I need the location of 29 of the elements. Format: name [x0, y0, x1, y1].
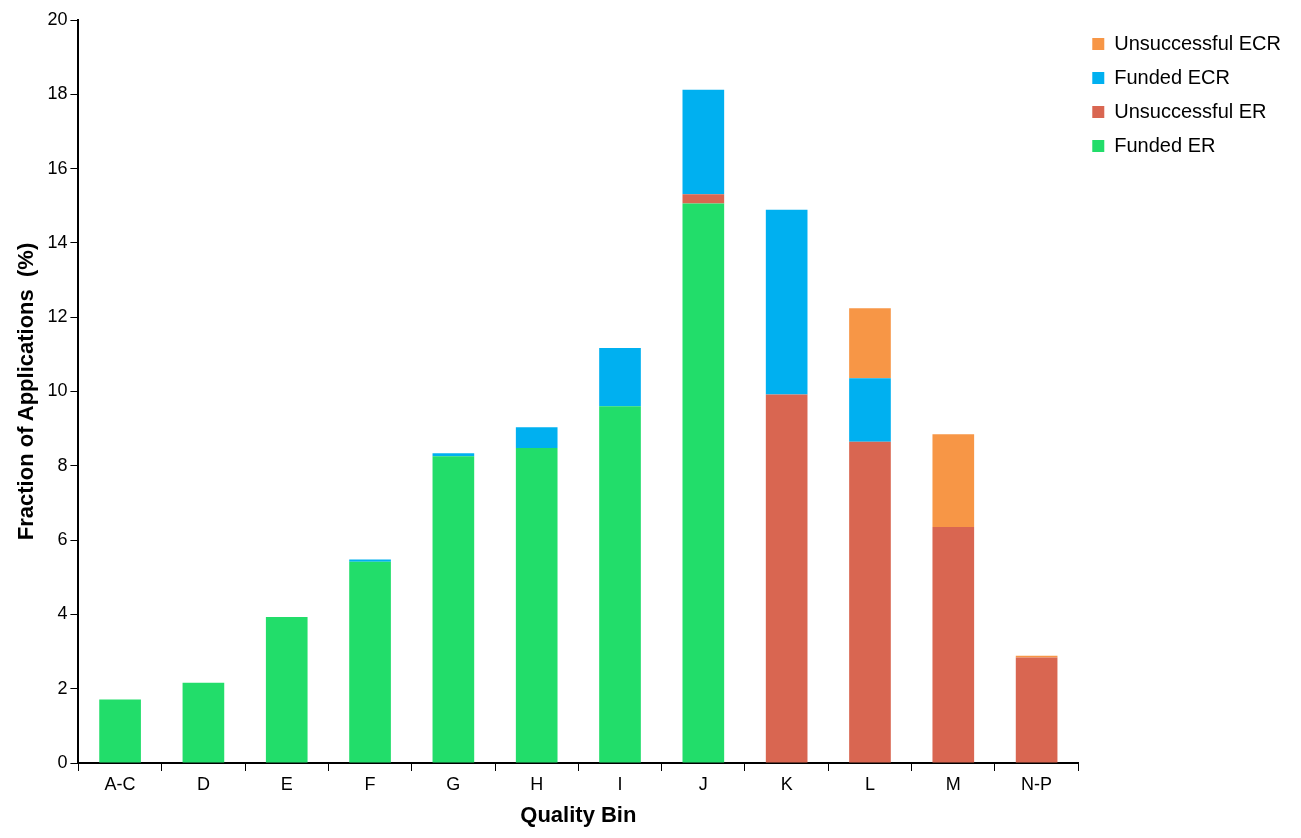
y-tick-label: 18 — [47, 83, 68, 104]
x-tick-label: E — [280, 773, 293, 794]
x-axis-title: Quality Bin — [520, 801, 637, 827]
x-tick-label: J — [698, 773, 708, 794]
y-tick-label: 4 — [57, 603, 68, 624]
x-tick-label: K — [780, 773, 793, 794]
x-tick-label: M — [945, 773, 961, 794]
x-tick-label: G — [446, 773, 461, 794]
x-tick-label: L — [864, 773, 875, 794]
y-tick-label: 16 — [47, 157, 68, 178]
x-tick-label: I — [617, 773, 623, 794]
x-tick-label: F — [364, 773, 376, 794]
legend-label: Funded ECR — [1114, 65, 1230, 88]
y-tick-label: 14 — [47, 231, 68, 252]
y-tick-label: 2 — [57, 677, 68, 698]
x-tick-label: H — [530, 773, 544, 794]
y-tick-label: 6 — [57, 529, 68, 550]
x-tick-label: D — [196, 773, 210, 794]
legend-label: Funded ER — [1114, 133, 1216, 156]
y-tick-label: 8 — [57, 454, 68, 475]
x-tick-label: A-C — [104, 773, 136, 794]
legend-label: Unsuccessful ECR — [1114, 31, 1281, 54]
legend-label: Unsuccessful ER — [1114, 99, 1267, 122]
x-tick-label: N-P — [1021, 773, 1053, 794]
y-tick-label: 20 — [47, 8, 68, 29]
y-tick-label: 10 — [47, 380, 68, 401]
y-tick-label: 0 — [57, 751, 68, 772]
y-tick-label: 12 — [47, 306, 68, 327]
y-axis-title: Fraction of Applications (%) — [13, 242, 39, 541]
